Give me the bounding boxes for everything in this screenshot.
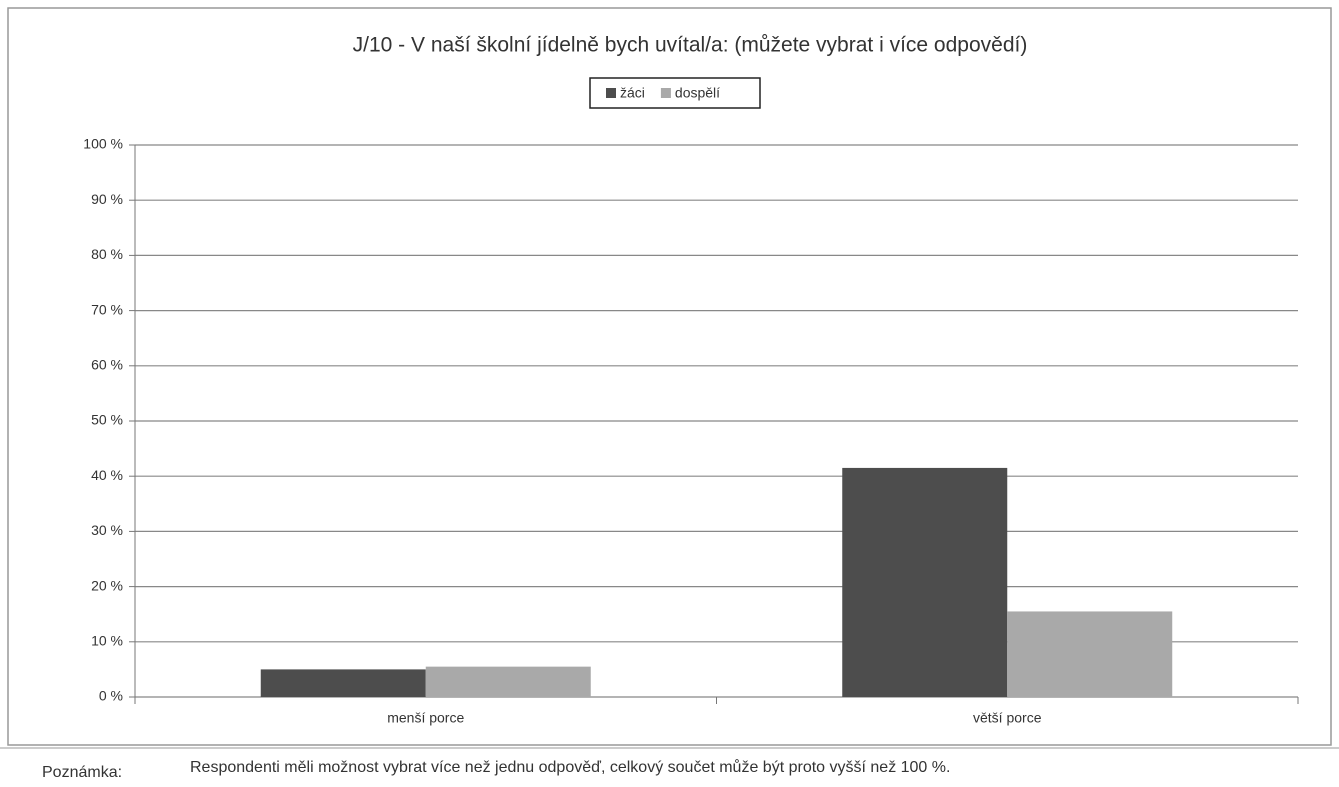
y-tick-label: 100 %	[83, 136, 123, 152]
note-label: Poznámka:	[42, 764, 122, 781]
legend-swatch	[660, 88, 671, 98]
legend-box	[589, 77, 761, 109]
legend-label: dospělí	[675, 85, 720, 101]
y-tick-label: 20 %	[91, 577, 123, 593]
bar	[425, 666, 591, 697]
y-tick-label: 60 %	[91, 357, 123, 373]
bar	[260, 669, 426, 697]
x-tick-label: větší porce	[973, 710, 1042, 726]
y-tick-label: 80 %	[91, 246, 123, 262]
y-tick-label: 10 %	[91, 633, 123, 649]
note-text: Respondenti měli možnost vybrat více než…	[190, 758, 950, 776]
y-tick-label: 70 %	[91, 301, 123, 317]
y-tick-label: 0 %	[99, 688, 123, 704]
legend-label: žáci	[620, 85, 645, 101]
y-tick-label: 40 %	[91, 467, 123, 483]
y-tick-label: 90 %	[91, 191, 123, 207]
legend-swatch	[606, 88, 616, 98]
y-tick-label: 30 %	[91, 522, 123, 538]
chart-title: J/10 - V naší školní jídelně bych uvítal…	[353, 34, 1028, 57]
chart-frame	[7, 7, 1332, 746]
bar	[1007, 611, 1173, 697]
x-tick-label: menší porce	[387, 710, 464, 726]
y-tick-label: 50 %	[91, 412, 123, 428]
bar	[842, 467, 1008, 697]
